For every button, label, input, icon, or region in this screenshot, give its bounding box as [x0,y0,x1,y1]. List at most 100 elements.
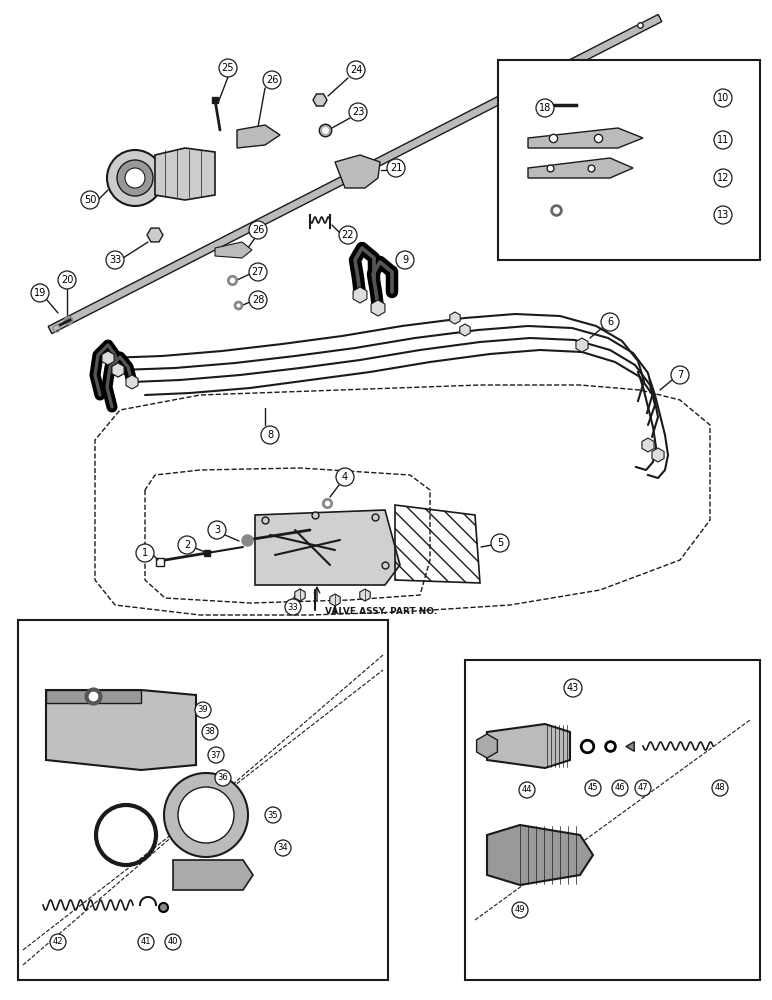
Text: 27: 27 [252,267,264,277]
Text: 1: 1 [142,548,148,558]
Text: 37: 37 [211,750,222,760]
Text: 41: 41 [141,938,151,946]
Text: 5: 5 [497,538,503,548]
Polygon shape [460,324,470,336]
Polygon shape [215,242,252,258]
Circle shape [165,934,181,950]
Text: 36: 36 [218,774,229,782]
Bar [498,60,760,260]
Circle shape [178,536,196,554]
Text: 24: 24 [350,65,362,75]
Bar [465,660,760,980]
Text: 8: 8 [267,430,273,440]
Text: VALVE ASSY. PART NO.: VALVE ASSY. PART NO. [325,607,437,616]
Circle shape [208,747,224,763]
Circle shape [536,99,554,117]
Text: 10: 10 [717,93,729,103]
Circle shape [349,103,367,121]
Circle shape [635,780,651,796]
Circle shape [714,89,732,107]
Polygon shape [102,351,114,365]
Polygon shape [476,734,497,758]
Polygon shape [313,94,327,106]
Text: 33: 33 [109,255,121,265]
Circle shape [106,251,124,269]
Polygon shape [255,510,400,585]
Circle shape [138,934,154,950]
Polygon shape [371,300,385,316]
Polygon shape [48,14,662,334]
Text: 12: 12 [717,173,730,183]
Circle shape [195,702,211,718]
Polygon shape [112,363,124,377]
Circle shape [178,787,234,843]
Text: 44: 44 [522,786,532,794]
Polygon shape [147,228,163,242]
Text: 38: 38 [205,728,215,736]
Text: 43: 43 [567,683,579,693]
Circle shape [396,251,414,269]
Circle shape [31,284,49,302]
Polygon shape [112,363,124,377]
Circle shape [81,191,99,209]
Circle shape [585,780,601,796]
Circle shape [249,263,267,281]
Polygon shape [237,125,280,148]
Text: 9: 9 [402,255,408,265]
Text: 13: 13 [717,210,729,220]
Text: 22: 22 [342,230,354,240]
Polygon shape [528,128,643,148]
Polygon shape [335,155,380,188]
Circle shape [275,840,291,856]
Circle shape [249,221,267,239]
Polygon shape [652,448,664,462]
Circle shape [107,150,163,206]
Polygon shape [295,589,305,601]
Bar [18,620,388,980]
Circle shape [50,934,66,950]
Circle shape [208,521,226,539]
Text: 42: 42 [52,938,63,946]
Text: 33: 33 [288,602,298,611]
Circle shape [512,902,528,918]
Text: 23: 23 [352,107,364,117]
Polygon shape [450,312,460,324]
Text: 7: 7 [677,370,683,380]
Text: 6: 6 [607,317,613,327]
Polygon shape [46,690,141,703]
Text: 47: 47 [638,784,648,792]
Circle shape [714,131,732,149]
Circle shape [671,366,689,384]
Circle shape [712,780,728,796]
Polygon shape [330,594,340,606]
Text: 26: 26 [266,75,278,85]
Circle shape [612,780,628,796]
Polygon shape [353,287,367,303]
Text: 4: 4 [342,472,348,482]
Polygon shape [528,158,633,178]
Text: 11: 11 [717,135,729,145]
Circle shape [136,544,154,562]
Text: 35: 35 [268,810,279,820]
Text: 46: 46 [615,784,625,792]
Circle shape [336,468,354,486]
Text: 19: 19 [34,288,46,298]
Text: 2: 2 [184,540,190,550]
Circle shape [714,169,732,187]
Circle shape [265,807,281,823]
Circle shape [202,724,218,740]
Polygon shape [642,438,654,452]
Text: 26: 26 [252,225,264,235]
Circle shape [347,61,365,79]
Polygon shape [173,860,253,890]
Circle shape [58,271,76,289]
Circle shape [263,71,281,89]
Polygon shape [360,589,371,601]
Text: 48: 48 [715,784,726,792]
Polygon shape [487,724,570,768]
Circle shape [564,679,582,697]
Circle shape [491,534,509,552]
Circle shape [164,773,248,857]
Text: 50: 50 [84,195,96,205]
Circle shape [519,782,535,798]
